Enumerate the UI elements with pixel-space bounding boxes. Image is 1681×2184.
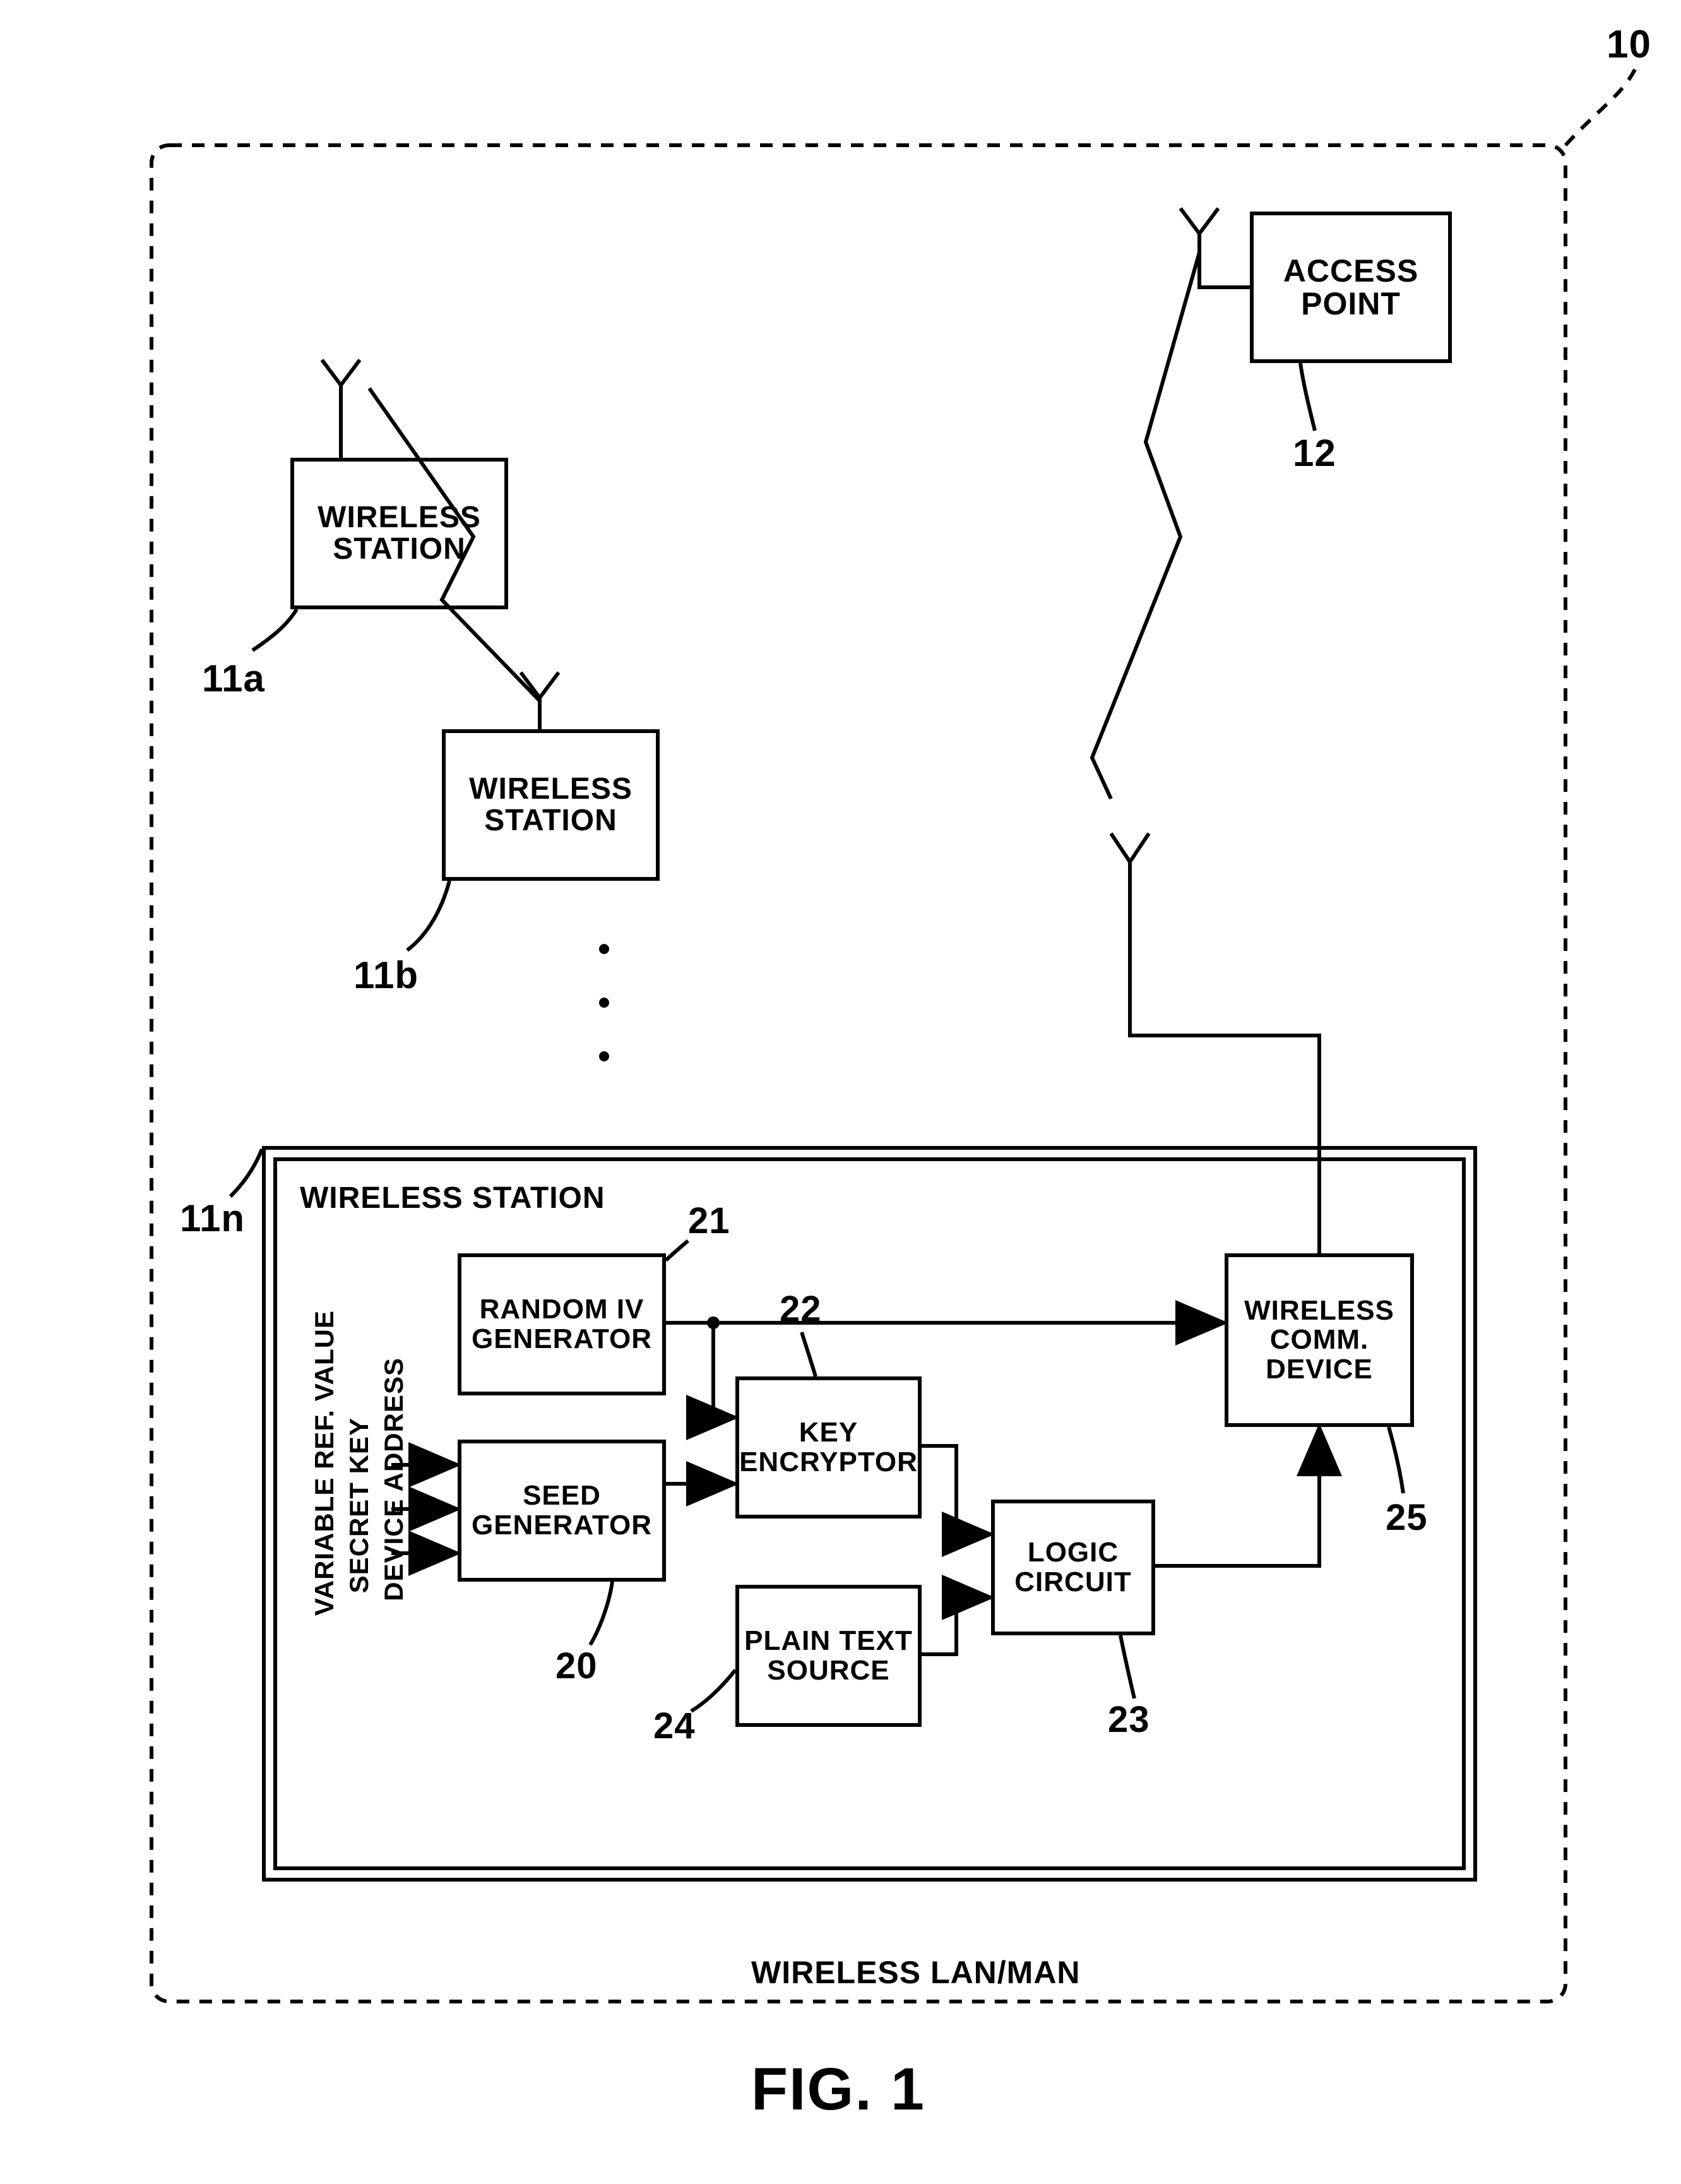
figure-label: FIG. 1: [751, 2055, 925, 2124]
system-caption: WIRELESS LAN/MAN: [751, 1954, 1081, 1991]
input-c-label: DEVICE ADDRESS: [379, 1358, 409, 1601]
input-b-label: SECRET KEY: [344, 1417, 374, 1593]
input-a-label: VARIABLE REF. VALUE: [309, 1310, 340, 1616]
diagram-canvas: 10 ACCESSPOINT 12 WIRELESSSTATION 11a WI…: [0, 0, 1681, 2184]
internal-arrows: [0, 0, 1681, 2184]
